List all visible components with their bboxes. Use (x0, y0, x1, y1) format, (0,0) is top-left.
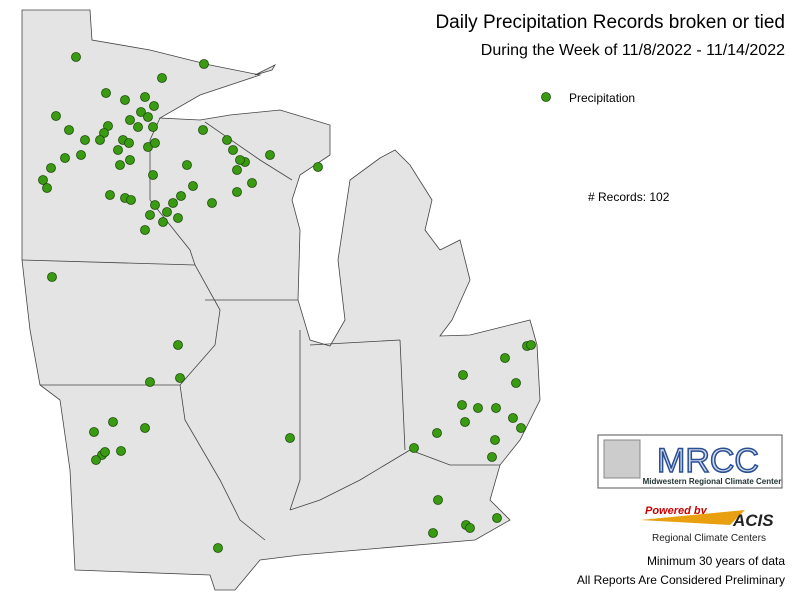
record-point (313, 162, 323, 172)
record-point (265, 150, 275, 160)
record-point (136, 107, 146, 117)
record-point (232, 187, 242, 197)
record-point (526, 340, 536, 350)
isle-royale (254, 64, 277, 76)
record-point (175, 373, 185, 383)
record-point (457, 400, 467, 410)
record-point (148, 122, 158, 132)
record-point (173, 340, 183, 350)
record-point (47, 272, 57, 282)
record-point (125, 155, 135, 165)
record-point (80, 135, 90, 145)
legend-marker (541, 92, 551, 102)
record-point (105, 190, 115, 200)
record-point (473, 403, 483, 413)
record-point (285, 433, 295, 443)
record-point (235, 155, 245, 165)
record-point (432, 428, 442, 438)
mrcc-logo: MRCC Midwestern Regional Climate Center (597, 434, 783, 489)
record-point (101, 88, 111, 98)
acis-logo: Powered by ACIS Regional Climate Centers (640, 505, 774, 544)
logo-powered: Powered by (645, 505, 708, 517)
record-point (71, 52, 81, 62)
record-point (145, 210, 155, 220)
footer-note: All Reports Are Considered Preliminary (577, 573, 785, 587)
record-point (113, 145, 123, 155)
record-point (95, 135, 105, 145)
record-point (500, 353, 510, 363)
state-borders (21, 117, 500, 541)
record-point (199, 59, 209, 69)
record-point (140, 423, 150, 433)
record-point (173, 213, 183, 223)
record-point (120, 95, 130, 105)
record-point (100, 447, 110, 457)
record-point (182, 160, 192, 170)
record-point (143, 112, 153, 122)
record-point (207, 198, 217, 208)
record-point (232, 165, 242, 175)
record-point (247, 178, 257, 188)
record-point (38, 175, 48, 185)
record-point (76, 150, 86, 160)
record-point (115, 160, 125, 170)
logo-map (603, 439, 641, 479)
record-point (140, 92, 150, 102)
record-point (460, 417, 470, 427)
record-point (188, 181, 198, 191)
record-point (150, 138, 160, 148)
record-points (38, 52, 536, 553)
logo-mrcc: MRCC (657, 442, 759, 480)
record-point (60, 153, 70, 163)
footer-minimum: Minimum 30 years of data (647, 554, 785, 568)
record-point (125, 115, 135, 125)
legend-label: Precipitation (569, 91, 635, 105)
record-point (140, 225, 150, 235)
record-point (145, 377, 155, 387)
record-point (458, 370, 468, 380)
record-point (490, 435, 500, 445)
record-point (64, 125, 74, 135)
record-point (511, 378, 521, 388)
record-point (433, 495, 443, 505)
record-point (124, 138, 134, 148)
record-point (91, 455, 101, 465)
record-point (89, 427, 99, 437)
subtitle: During the Week of 11/8/2022 - 11/14/202… (481, 42, 785, 59)
record-point (133, 122, 143, 132)
record-point (116, 446, 126, 456)
record-point (508, 413, 518, 423)
record-point (213, 543, 223, 553)
record-point (149, 101, 159, 111)
record-point (222, 135, 232, 145)
record-point (42, 183, 52, 193)
record-point (492, 513, 502, 523)
record-point (150, 200, 160, 210)
record-point (51, 111, 61, 121)
record-point (108, 417, 118, 427)
record-point (162, 207, 172, 217)
record-point (46, 163, 56, 173)
record-point (409, 443, 419, 453)
logo-swoosh (640, 510, 745, 525)
record-point (148, 170, 158, 180)
record-point (157, 73, 167, 83)
record-point (465, 523, 475, 533)
record-point (228, 145, 238, 155)
title: Daily Precipitation Records broken or ti… (435, 12, 785, 33)
logo-acis: ACIS (732, 511, 774, 530)
logo-name: Midwestern Regional Climate Center (643, 477, 782, 486)
record-point (198, 125, 208, 135)
logo-rcc: Regional Climate Centers (652, 533, 766, 544)
record-point (168, 198, 178, 208)
record-point (158, 217, 168, 227)
record-point (487, 452, 497, 462)
record-point (428, 528, 438, 538)
records-count: # Records: 102 (588, 190, 670, 204)
record-point (176, 191, 186, 201)
record-point (491, 403, 501, 413)
record-point (516, 423, 526, 433)
record-point (126, 195, 136, 205)
